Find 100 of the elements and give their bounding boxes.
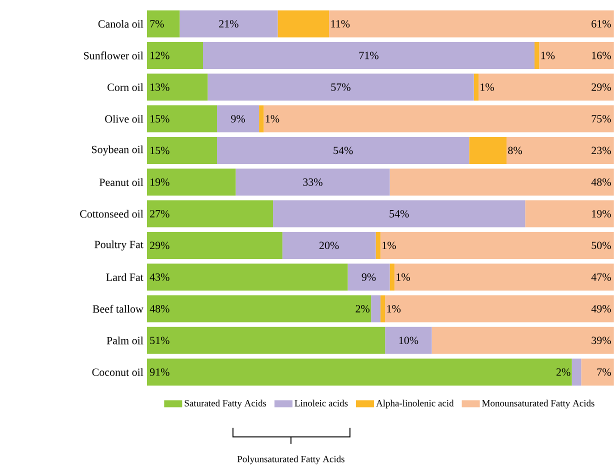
bar <box>146 326 386 354</box>
data-label: 1% <box>387 305 401 313</box>
data-label: 13% <box>150 83 170 91</box>
bar <box>376 232 380 259</box>
data-label: 10% <box>399 336 418 344</box>
bar <box>208 74 474 101</box>
legend-label: Linoleic acids <box>294 400 348 406</box>
data-label: 61% <box>592 20 611 28</box>
bar <box>146 168 236 196</box>
data-label: 1% <box>541 52 555 60</box>
bar <box>146 74 208 101</box>
bar <box>278 10 330 38</box>
data-label: 43% <box>150 273 170 281</box>
data-label: 19% <box>150 178 170 186</box>
bar <box>469 137 507 164</box>
data-label: 39% <box>592 336 611 344</box>
data-label: 8% <box>508 146 522 154</box>
data-label: 23% <box>592 146 611 154</box>
data-label: 29% <box>592 83 611 91</box>
data-label: 33% <box>303 178 322 186</box>
bar <box>146 137 218 164</box>
data-label: 1% <box>266 115 280 123</box>
bar <box>329 10 614 38</box>
bar <box>390 168 614 196</box>
y-tick-label: Cottonseed oil <box>80 210 144 218</box>
y-tick-label: Poultry Fat <box>94 240 144 250</box>
bar <box>390 264 394 291</box>
y-tick-label: Corn oil <box>108 83 144 92</box>
data-label: 7% <box>597 368 611 376</box>
bar <box>146 264 348 291</box>
data-label: 54% <box>334 146 353 154</box>
data-label: 1% <box>396 273 410 281</box>
data-label: 15% <box>150 146 170 154</box>
data-label: 49% <box>591 305 611 313</box>
bar <box>203 42 535 70</box>
data-label: 48% <box>591 178 611 186</box>
data-label: 12% <box>150 52 170 60</box>
data-label: 20% <box>319 242 339 250</box>
data-label: 15% <box>150 115 170 123</box>
data-label: 11% <box>331 20 350 28</box>
bar <box>385 295 614 322</box>
y-tick-label: Palm oil <box>106 336 144 344</box>
bar <box>572 358 582 386</box>
data-label: 2% <box>556 368 570 376</box>
bar <box>146 105 218 132</box>
legend-label: Monounsaturated Fatty Acids <box>482 400 594 408</box>
legend-label: Alpha-linolenic acid <box>376 400 454 408</box>
data-label: 48% <box>150 305 170 313</box>
data-label: 91% <box>150 368 170 376</box>
y-tick-label: Peanut oil <box>99 178 144 186</box>
bar <box>539 42 614 70</box>
bar <box>217 105 260 132</box>
data-label: 7% <box>150 20 164 28</box>
bar <box>432 326 614 354</box>
y-tick-label: Soybean oil <box>92 146 144 156</box>
bar <box>236 168 390 196</box>
bar <box>146 232 282 259</box>
data-label: 71% <box>359 52 378 60</box>
bar <box>380 232 614 259</box>
y-tick-label: Coconut oil <box>92 368 144 376</box>
data-label: 27% <box>150 210 170 218</box>
bar <box>380 295 386 322</box>
bar <box>146 10 180 38</box>
data-label: 29% <box>150 242 170 250</box>
data-label: 9% <box>362 273 376 281</box>
bar <box>385 326 432 354</box>
data-label: 50% <box>592 242 611 250</box>
bar <box>264 105 614 132</box>
bar <box>282 232 376 259</box>
y-tick-label: Lard Fat <box>106 273 144 282</box>
data-label: 16% <box>592 52 611 60</box>
data-label: 21% <box>219 20 238 28</box>
y-tick-label: Beef tallow <box>92 304 144 313</box>
bar <box>506 137 614 164</box>
bar <box>146 295 372 322</box>
bar <box>259 105 264 132</box>
bar <box>217 137 470 164</box>
bar <box>146 200 274 228</box>
data-label: 47% <box>591 273 611 281</box>
data-label: 51% <box>150 336 170 344</box>
bar <box>581 358 614 386</box>
bar <box>394 264 614 291</box>
y-tick-label: Olive oil <box>105 114 144 123</box>
bar <box>474 74 478 101</box>
bar <box>146 358 572 386</box>
data-label: 1% <box>382 242 396 250</box>
data-label: 9% <box>231 115 245 123</box>
legend-label: Saturated Fatty Acids <box>184 400 266 408</box>
y-tick-label: Sunflower oil <box>84 52 144 60</box>
bar <box>371 295 380 322</box>
bar <box>273 200 526 228</box>
bar <box>534 42 540 70</box>
data-label: 57% <box>331 83 350 91</box>
y-tick-label: Canola oil <box>98 20 144 28</box>
data-label: 1% <box>480 83 494 91</box>
data-label: 2% <box>356 305 370 313</box>
bar <box>478 74 614 101</box>
bar <box>525 200 614 228</box>
bar <box>348 264 390 291</box>
data-label: 75% <box>592 115 611 123</box>
